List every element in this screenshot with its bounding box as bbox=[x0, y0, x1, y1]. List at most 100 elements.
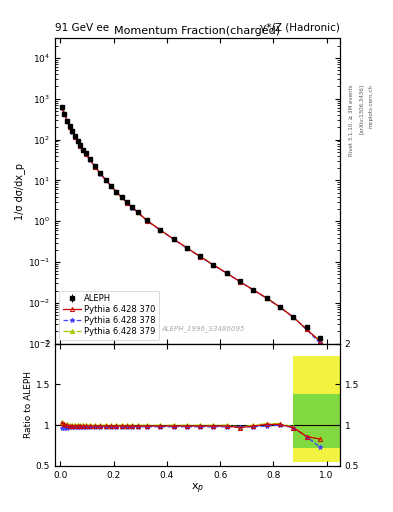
Pythia 6.428 370 bbox=[184, 245, 189, 251]
Pythia 6.428 378 bbox=[278, 304, 283, 310]
Pythia 6.428 379 bbox=[64, 117, 69, 123]
Pythia 6.428 379 bbox=[62, 110, 67, 116]
Pythia 6.428 379 bbox=[304, 326, 309, 332]
Pythia 6.428 370 bbox=[81, 146, 85, 153]
Pythia 6.428 378 bbox=[125, 200, 129, 206]
Pythia 6.428 370 bbox=[291, 314, 296, 321]
Pythia 6.428 379 bbox=[135, 209, 140, 215]
Pythia 6.428 378 bbox=[135, 209, 140, 215]
Pythia 6.428 378 bbox=[198, 253, 202, 260]
Pythia 6.428 379 bbox=[108, 183, 113, 189]
Pythia 6.428 379 bbox=[59, 103, 64, 110]
Line: Pythia 6.428 370: Pythia 6.428 370 bbox=[60, 104, 322, 343]
Pythia 6.428 379 bbox=[114, 188, 119, 195]
Pythia 6.428 378 bbox=[264, 295, 269, 302]
Legend: ALEPH, Pythia 6.428 370, Pythia 6.428 378, Pythia 6.428 379: ALEPH, Pythia 6.428 370, Pythia 6.428 37… bbox=[59, 291, 159, 339]
Pythia 6.428 379 bbox=[93, 163, 97, 169]
Pythia 6.428 370 bbox=[64, 118, 69, 124]
Pythia 6.428 370 bbox=[264, 295, 269, 301]
Text: mcplots.cern.ch: mcplots.cern.ch bbox=[369, 84, 373, 128]
Pythia 6.428 370 bbox=[198, 253, 202, 260]
Text: ALEPH_1996_S3486095: ALEPH_1996_S3486095 bbox=[162, 325, 245, 332]
Pythia 6.428 379 bbox=[67, 123, 72, 130]
Text: γ*/Z (Hadronic): γ*/Z (Hadronic) bbox=[260, 23, 340, 33]
Pythia 6.428 379 bbox=[125, 199, 129, 205]
Pythia 6.428 370 bbox=[114, 189, 119, 195]
Pythia 6.428 378 bbox=[75, 138, 80, 144]
Pythia 6.428 378 bbox=[171, 236, 176, 242]
Pythia 6.428 378 bbox=[238, 279, 242, 285]
Pythia 6.428 379 bbox=[83, 150, 88, 156]
Pythia 6.428 378 bbox=[103, 177, 108, 183]
Pythia 6.428 378 bbox=[81, 147, 85, 153]
Pythia 6.428 379 bbox=[224, 270, 229, 276]
Pythia 6.428 370 bbox=[83, 151, 88, 157]
Pythia 6.428 370 bbox=[171, 236, 176, 242]
Pythia 6.428 378 bbox=[73, 134, 77, 140]
Pythia 6.428 378 bbox=[98, 170, 103, 177]
Y-axis label: 1/σ dσ/dx_p: 1/σ dσ/dx_p bbox=[14, 162, 25, 220]
Text: [arXiv:1306.3436]: [arXiv:1306.3436] bbox=[358, 84, 364, 134]
Pythia 6.428 379 bbox=[251, 287, 256, 293]
Pythia 6.428 379 bbox=[278, 304, 283, 310]
Pythia 6.428 378 bbox=[224, 270, 229, 276]
Pythia 6.428 370 bbox=[70, 129, 75, 135]
Pythia 6.428 379 bbox=[238, 279, 242, 285]
Pythia 6.428 378 bbox=[114, 189, 119, 195]
Pythia 6.428 370 bbox=[125, 200, 129, 206]
Text: 91 GeV ee: 91 GeV ee bbox=[55, 23, 109, 33]
Pythia 6.428 370 bbox=[67, 123, 72, 130]
Pythia 6.428 379 bbox=[291, 314, 296, 320]
Pythia 6.428 370 bbox=[59, 103, 64, 110]
Pythia 6.428 370 bbox=[75, 138, 80, 144]
Pythia 6.428 378 bbox=[119, 195, 124, 201]
Pythia 6.428 370 bbox=[62, 111, 67, 117]
X-axis label: x$_p$: x$_p$ bbox=[191, 481, 204, 496]
Title: Momentum Fraction(charged): Momentum Fraction(charged) bbox=[114, 26, 281, 36]
Pythia 6.428 378 bbox=[64, 118, 69, 124]
Pythia 6.428 379 bbox=[145, 217, 149, 223]
Pythia 6.428 370 bbox=[224, 270, 229, 276]
Pythia 6.428 379 bbox=[198, 253, 202, 260]
Pythia 6.428 378 bbox=[318, 340, 322, 347]
Pythia 6.428 379 bbox=[184, 245, 189, 251]
Pythia 6.428 378 bbox=[130, 205, 134, 211]
Pythia 6.428 370 bbox=[251, 287, 256, 293]
Pythia 6.428 379 bbox=[171, 236, 176, 242]
Pythia 6.428 378 bbox=[83, 151, 88, 157]
Pythia 6.428 378 bbox=[70, 129, 75, 135]
Pythia 6.428 378 bbox=[158, 227, 163, 233]
Pythia 6.428 379 bbox=[103, 177, 108, 183]
Pythia 6.428 378 bbox=[59, 104, 64, 111]
Text: Rivet 3.1.10, ≥ 3M events: Rivet 3.1.10, ≥ 3M events bbox=[349, 84, 353, 156]
Pythia 6.428 378 bbox=[62, 111, 67, 117]
Pythia 6.428 379 bbox=[73, 133, 77, 139]
Pythia 6.428 379 bbox=[264, 295, 269, 301]
Pythia 6.428 378 bbox=[251, 287, 256, 293]
Pythia 6.428 378 bbox=[304, 327, 309, 333]
Pythia 6.428 370 bbox=[87, 156, 92, 162]
Y-axis label: Ratio to ALEPH: Ratio to ALEPH bbox=[24, 371, 33, 438]
Pythia 6.428 370 bbox=[73, 134, 77, 140]
Pythia 6.428 379 bbox=[81, 146, 85, 153]
Pythia 6.428 379 bbox=[98, 170, 103, 176]
Pythia 6.428 378 bbox=[145, 218, 149, 224]
Pythia 6.428 370 bbox=[108, 183, 113, 189]
Pythia 6.428 379 bbox=[158, 227, 163, 233]
Pythia 6.428 378 bbox=[67, 124, 72, 130]
Pythia 6.428 379 bbox=[70, 128, 75, 134]
Pythia 6.428 370 bbox=[145, 218, 149, 224]
Line: Pythia 6.428 378: Pythia 6.428 378 bbox=[59, 105, 322, 346]
Pythia 6.428 378 bbox=[184, 245, 189, 251]
Pythia 6.428 379 bbox=[75, 138, 80, 144]
Pythia 6.428 378 bbox=[87, 157, 92, 163]
Pythia 6.428 379 bbox=[87, 156, 92, 162]
Pythia 6.428 370 bbox=[78, 142, 83, 148]
Pythia 6.428 378 bbox=[211, 262, 216, 268]
Pythia 6.428 370 bbox=[93, 163, 97, 169]
Pythia 6.428 379 bbox=[78, 142, 83, 148]
Pythia 6.428 379 bbox=[211, 262, 216, 268]
Pythia 6.428 379 bbox=[318, 338, 322, 344]
Pythia 6.428 370 bbox=[211, 262, 216, 268]
Bar bbox=[293, 394, 340, 448]
